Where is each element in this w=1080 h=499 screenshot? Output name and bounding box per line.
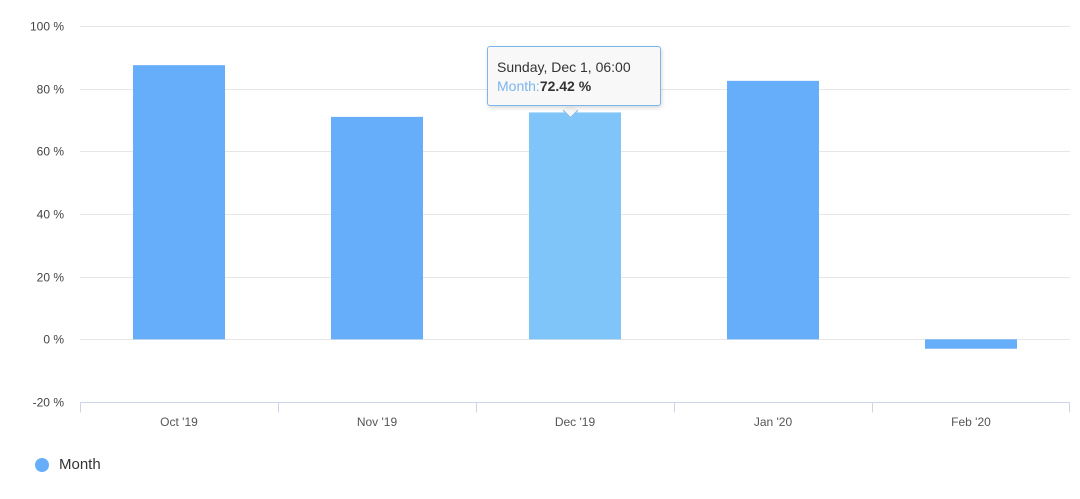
- bar[interactable]: [925, 339, 1017, 349]
- tooltip: Sunday, Dec 1, 06:00 Month:72.42 %: [487, 46, 661, 106]
- tooltip-series-name: Month:: [497, 78, 540, 94]
- bar[interactable]: [133, 65, 225, 340]
- bar[interactable]: [529, 112, 621, 340]
- y-tick-label: 20 %: [37, 271, 65, 285]
- tooltip-date: Sunday, Dec 1, 06:00: [497, 59, 631, 75]
- y-tick-label: 60 %: [37, 145, 65, 159]
- x-tick-label: Jan '20: [754, 415, 793, 429]
- tooltip-series-value: 72.42 %: [539, 78, 592, 94]
- bar-series[interactable]: [133, 65, 1017, 349]
- x-tick-label: Feb '20: [951, 415, 991, 429]
- x-tick-label: Nov '19: [357, 415, 398, 429]
- y-axis-tick-labels: -20 % 0 % 20 % 40 % 60 % 80 % 100 %: [30, 20, 64, 410]
- y-tick-label: 0 %: [43, 333, 64, 347]
- legend-marker-icon: [35, 457, 49, 472]
- x-axis: Oct '19 Nov '19 Dec '19 Jan '20 Feb '20: [80, 402, 1070, 429]
- y-tick-label: -20 %: [33, 396, 65, 410]
- y-tick-label: 40 %: [37, 208, 65, 222]
- bar[interactable]: [331, 116, 423, 340]
- legend[interactable]: Month: [35, 456, 101, 473]
- x-tick-label: Oct '19: [160, 415, 198, 429]
- bar[interactable]: [727, 80, 819, 340]
- legend-label[interactable]: Month: [59, 456, 101, 473]
- x-tick-label: Dec '19: [555, 415, 596, 429]
- y-tick-label: 100 %: [30, 20, 64, 34]
- y-tick-label: 80 %: [37, 83, 65, 97]
